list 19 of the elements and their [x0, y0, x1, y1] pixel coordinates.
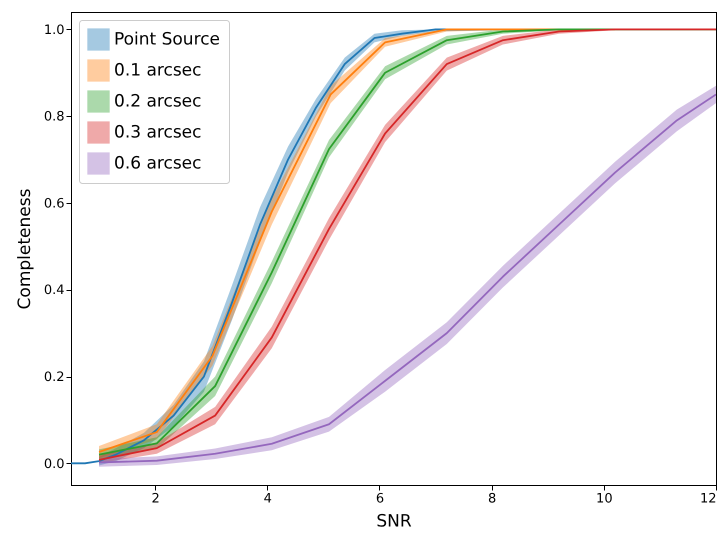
x-tick-label: 4 — [264, 492, 272, 506]
legend-label: 0.6 arcsec — [114, 154, 202, 174]
x-tick-label: 10 — [596, 492, 613, 506]
x-tick-label: 2 — [151, 492, 160, 506]
y-tick-label: 0.0 — [44, 456, 64, 472]
y-axis-title: Completeness — [14, 188, 35, 310]
legend-label: 0.1 arcsec — [114, 60, 202, 80]
x-axis-title: SNR — [376, 512, 412, 532]
legend-label: Point Source — [114, 30, 220, 50]
legend-label: 0.2 arcsec — [114, 92, 202, 112]
x-tick-label: 8 — [488, 492, 496, 506]
y-tick-label: 0.6 — [44, 196, 64, 212]
y-tick-label: 0.2 — [44, 370, 64, 386]
y-tick-label: 1.0 — [44, 22, 64, 38]
y-tick-label: 0.8 — [44, 110, 64, 125]
y-tick-label: 0.4 — [44, 283, 64, 298]
x-tick-label: 12 — [700, 492, 716, 506]
x-tick-label: 6 — [376, 492, 384, 506]
legend-label: 0.3 arcsec — [114, 122, 202, 142]
